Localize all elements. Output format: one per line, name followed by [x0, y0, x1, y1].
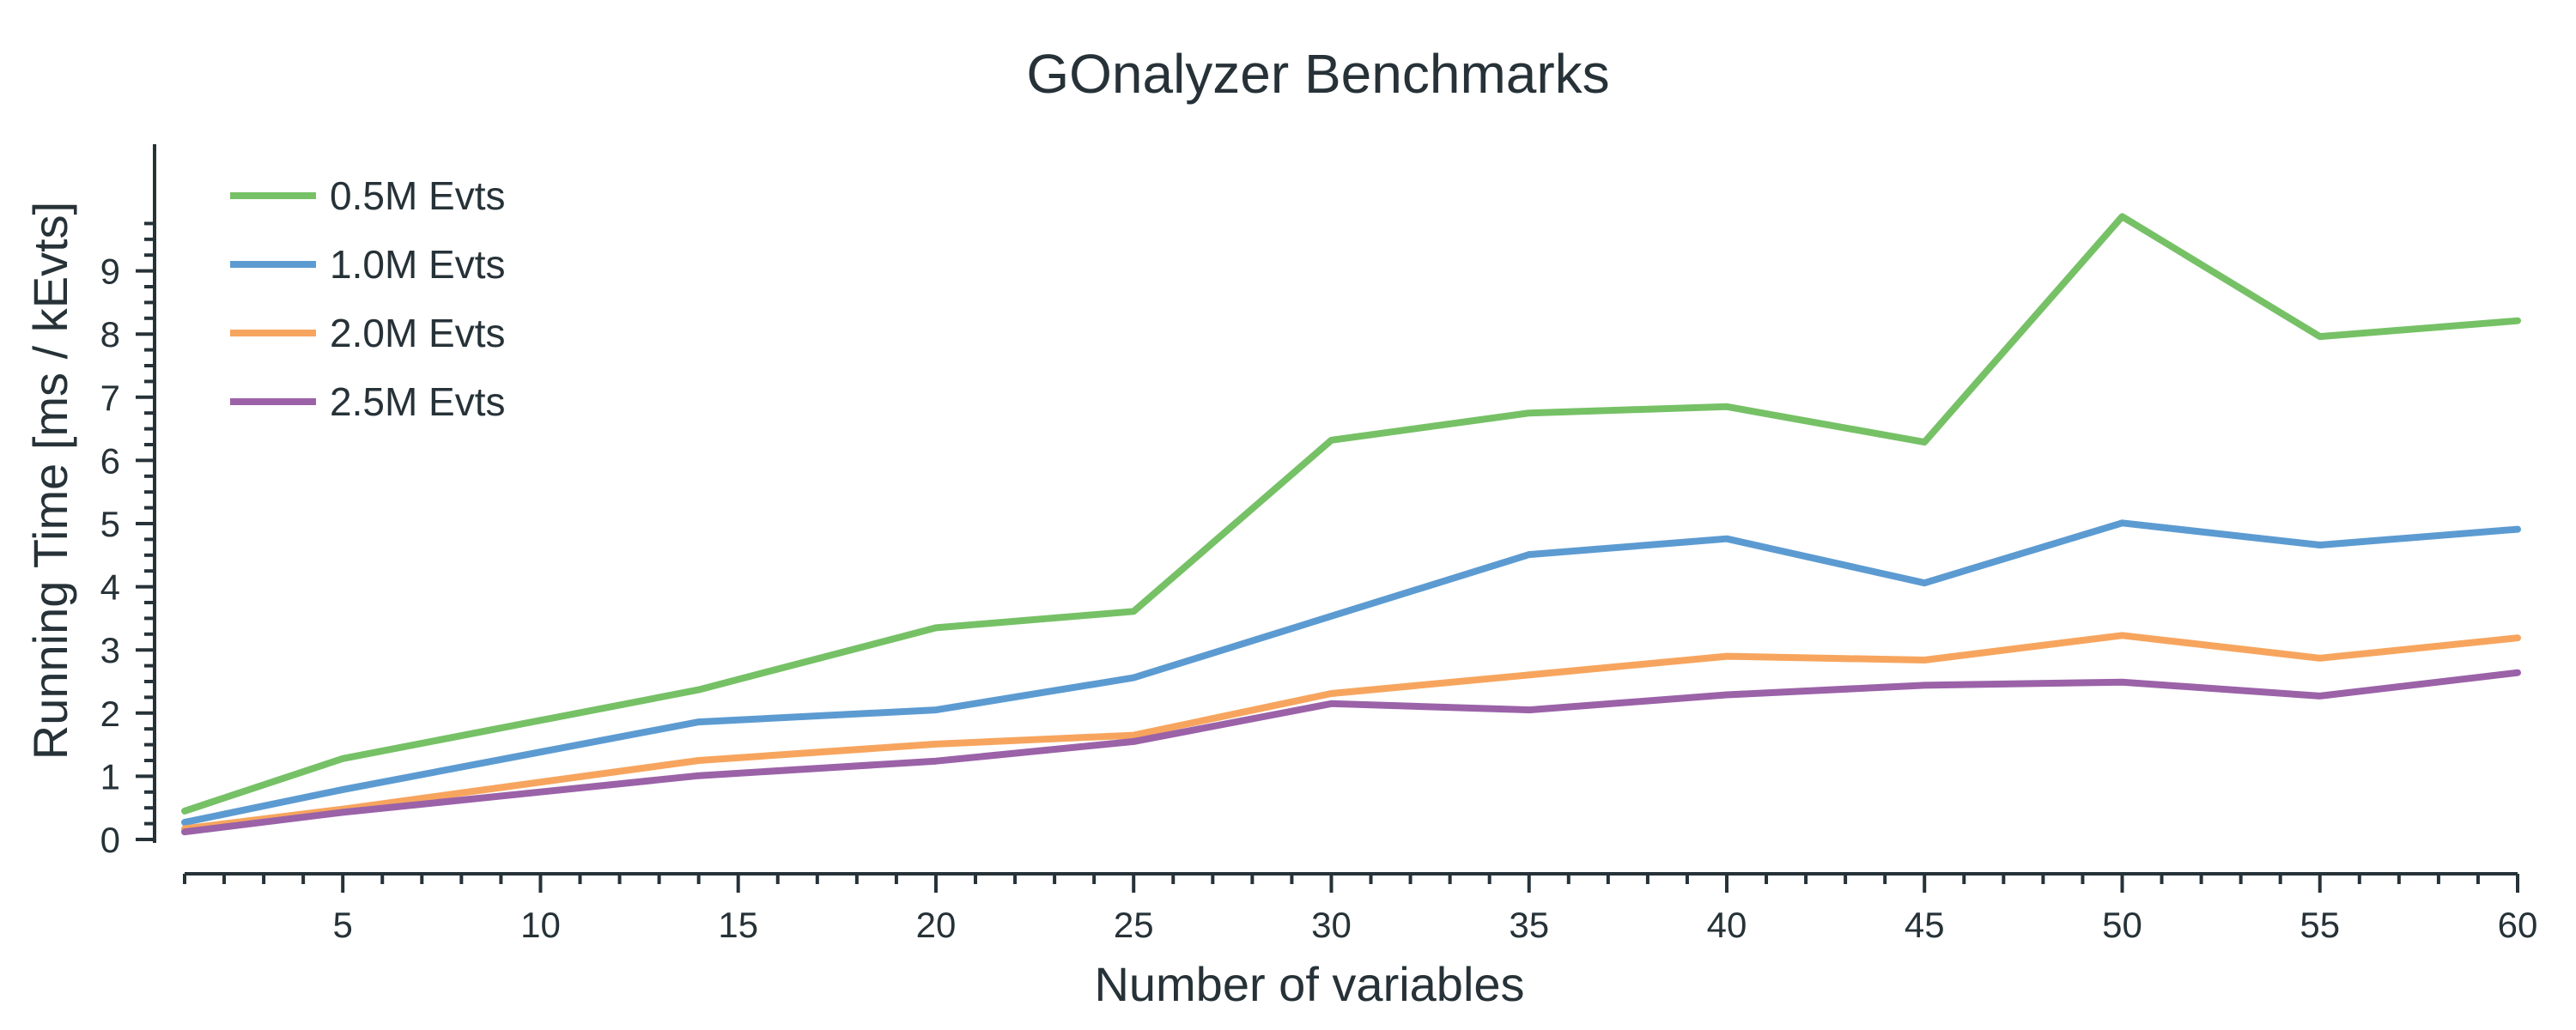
- x-tick-label: 35: [1509, 905, 1549, 945]
- x-tick-label: 40: [1707, 905, 1747, 945]
- x-tick-label: 45: [1905, 905, 1945, 945]
- y-tick-label: 6: [100, 440, 120, 481]
- series-line-4: [181, 669, 2521, 836]
- x-axis-label: Number of variables: [1094, 957, 1524, 1011]
- x-tick-label: 25: [1114, 905, 1154, 945]
- x-tick-label: 50: [2102, 905, 2142, 945]
- y-tick-label: 9: [100, 251, 120, 292]
- x-tick-label: 60: [2498, 905, 2538, 945]
- x-tick-label: 15: [718, 905, 758, 945]
- x-tick-label: 30: [1311, 905, 1352, 945]
- legend-label: 2.5M Evts: [330, 379, 506, 424]
- y-tick-label: 1: [100, 756, 120, 797]
- y-axis-label: Running Time [ms / kEvts]: [23, 202, 77, 760]
- y-tick-label: 5: [100, 504, 120, 544]
- y-tick-label: 2: [100, 694, 120, 734]
- legend-label: 1.0M Evts: [330, 242, 506, 287]
- legend-label: 0.5M Evts: [330, 173, 506, 218]
- y-tick-label: 8: [100, 314, 120, 354]
- series-line-2: [181, 519, 2521, 827]
- y-tick-label: 4: [100, 567, 120, 608]
- series-lines: [181, 213, 2521, 836]
- x-tick-label: 20: [916, 905, 957, 945]
- x-tick-label: 5: [333, 905, 353, 945]
- y-tick-label: 0: [100, 820, 120, 860]
- legend-label: 2.0M Evts: [330, 311, 506, 355]
- chart-title: GOnalyzer Benchmarks: [1026, 43, 1609, 105]
- y-tick-label: 3: [100, 630, 120, 670]
- series-line-1: [181, 213, 2521, 815]
- x-tick-label: 55: [2300, 905, 2340, 945]
- y-tick-label: 7: [100, 378, 120, 418]
- legend: 0.5M Evts 1.0M Evts 2.0M Evts 2.5M Evts: [230, 173, 506, 424]
- x-tick-label: 10: [520, 905, 561, 945]
- series-line-3: [181, 632, 2521, 833]
